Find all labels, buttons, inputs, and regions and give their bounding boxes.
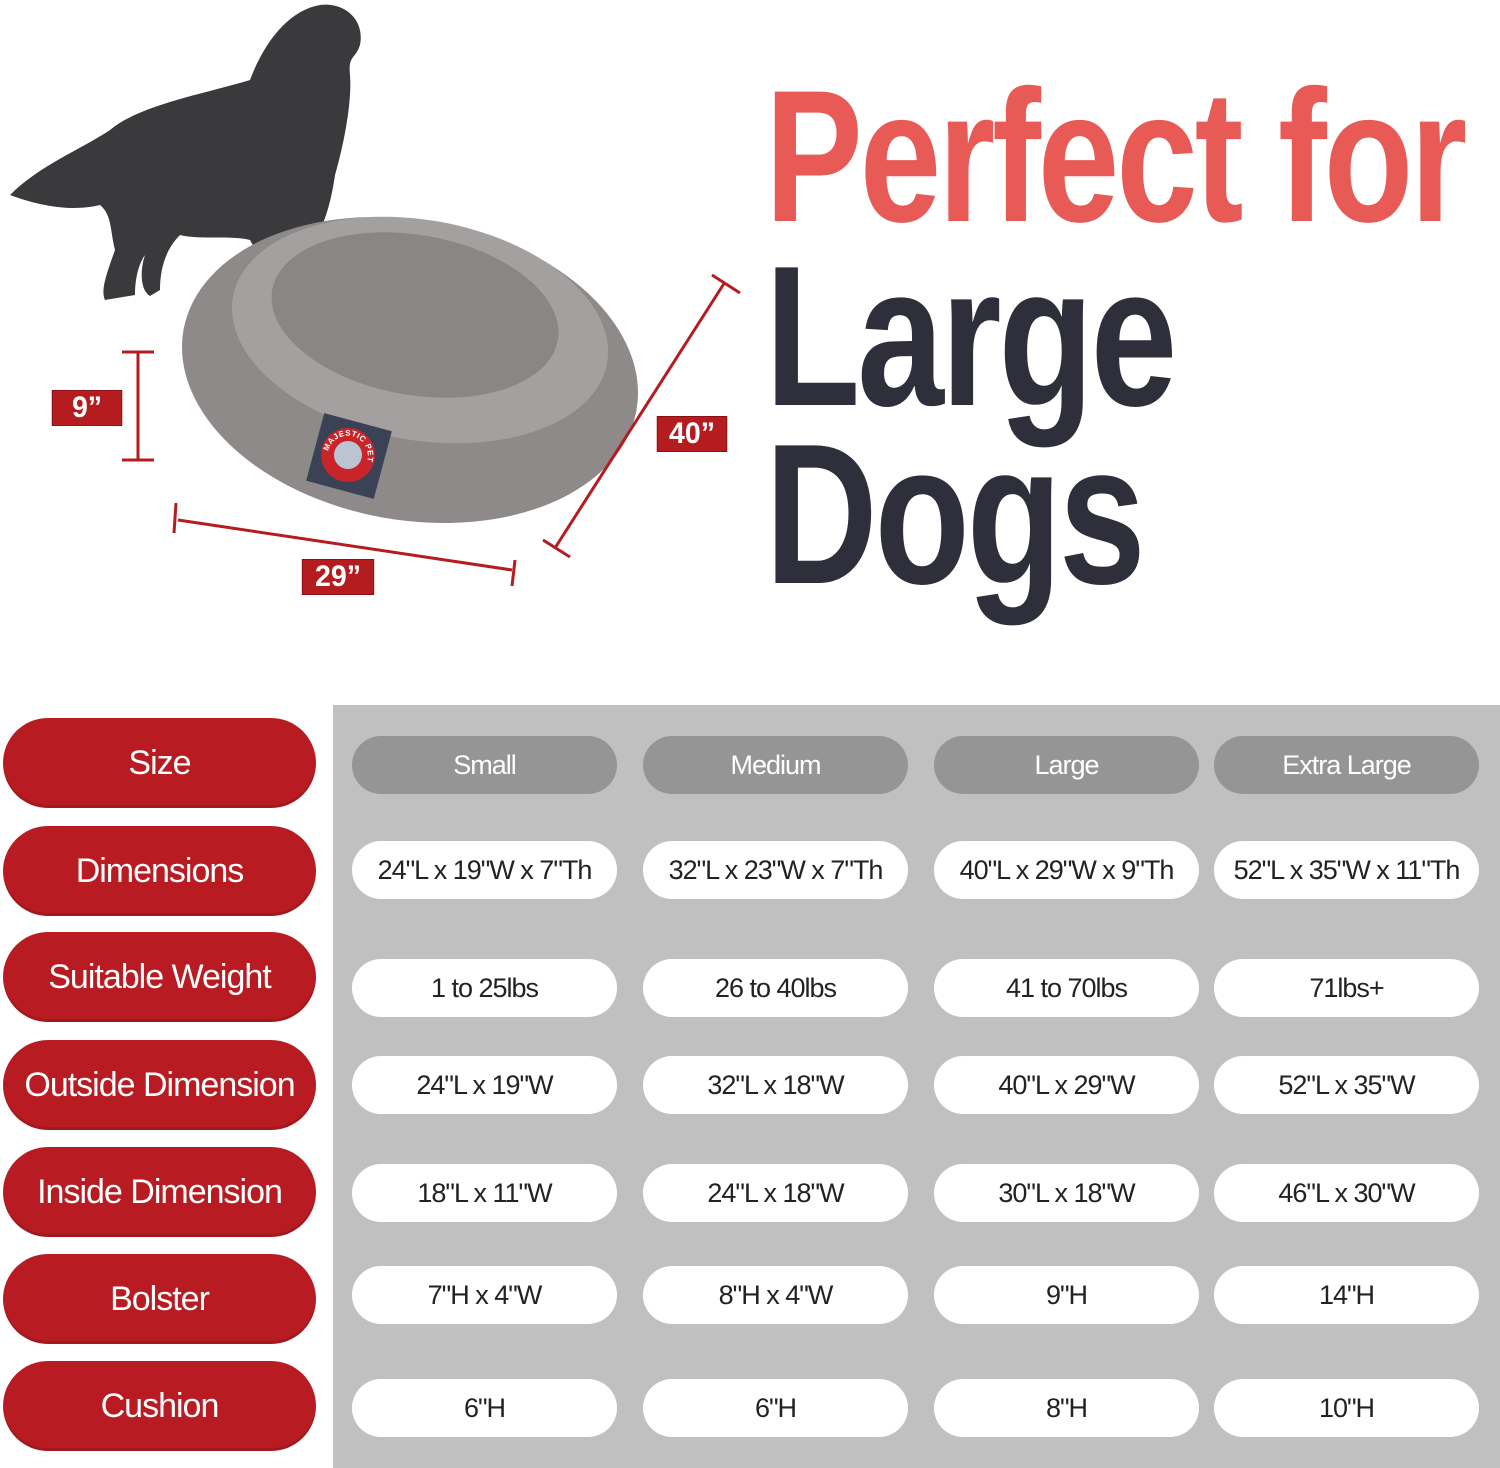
table-cell: 52"L x 35"W x 11"Th — [1214, 841, 1479, 899]
measure-lines — [122, 273, 741, 587]
table-cell: 30"L x 18"W — [934, 1164, 1199, 1222]
table-cell: 18"L x 11"W — [352, 1164, 617, 1222]
table-cell: 6"H — [643, 1379, 908, 1437]
height-measure-label: 9” — [51, 390, 123, 426]
column-header-0: Small — [352, 736, 617, 794]
table-cell: 14"H — [1214, 1266, 1479, 1324]
table-cell: 10"H — [1214, 1379, 1479, 1437]
column-header-2: Large — [934, 736, 1199, 794]
row-label-outside-dimension: Outside Dimension — [3, 1040, 316, 1130]
row-label-cushion: Cushion — [3, 1361, 316, 1451]
table-cell: 7"H x 4"W — [352, 1266, 617, 1324]
table-cell: 1 to 25lbs — [352, 959, 617, 1017]
table-cell: 32"L x 23"W x 7"Th — [643, 841, 908, 899]
table-cell: 32"L x 18"W — [643, 1056, 908, 1114]
column-header-1: Medium — [643, 736, 908, 794]
column-header-3: Extra Large — [1214, 736, 1479, 794]
row-label-inside-dimension: Inside Dimension — [3, 1147, 316, 1237]
table-cell: 8"H — [934, 1379, 1199, 1437]
table-cell: 9"H — [934, 1266, 1199, 1324]
row-label-dimensions: Dimensions — [3, 826, 316, 916]
row-label-size: Size — [3, 718, 316, 808]
table-cell: 46"L x 30"W — [1214, 1164, 1479, 1222]
row-label-bolster: Bolster — [3, 1254, 316, 1344]
table-cell: 24"L x 18"W — [643, 1164, 908, 1222]
paw-icon — [334, 441, 362, 469]
table-cell: 40"L x 29"W x 9"Th — [934, 841, 1199, 899]
headline-line-2: Large — [765, 225, 1177, 448]
headline-line-3: Dogs — [765, 403, 1146, 626]
table-cell: 8"H x 4"W — [643, 1266, 908, 1324]
table-cell: 71lbs+ — [1214, 959, 1479, 1017]
table-cell: 41 to 70lbs — [934, 959, 1199, 1017]
product-illustration: MAJESTIC PET — [10, 4, 741, 587]
dog-bed-image: MAJESTIC PET — [182, 216, 638, 524]
width-measure-label: 29” — [301, 559, 375, 595]
table-cell: 26 to 40lbs — [643, 959, 908, 1017]
table-cell: 24"L x 19"W — [352, 1056, 617, 1114]
row-label-suitable-weight: Suitable Weight — [3, 932, 316, 1022]
headline-line-1: Perfect for — [765, 51, 1467, 261]
length-measure-label: 40” — [656, 416, 728, 452]
table-cell: 40"L x 29"W — [934, 1056, 1199, 1114]
dog-silhouette — [10, 4, 361, 300]
table-cell: 24"L x 19"W x 7"Th — [352, 841, 617, 899]
table-cell: 6"H — [352, 1379, 617, 1437]
table-cell: 52"L x 35"W — [1214, 1056, 1479, 1114]
